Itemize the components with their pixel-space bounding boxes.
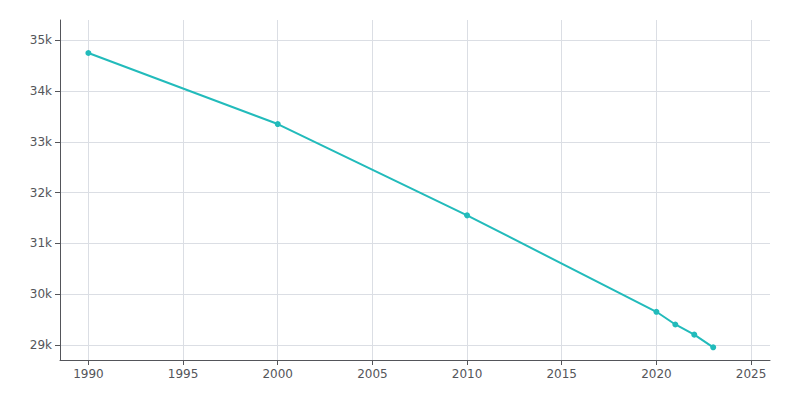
svg-text:2020: 2020: [641, 367, 672, 381]
svg-text:1990: 1990: [73, 367, 104, 381]
svg-text:2025: 2025: [736, 367, 767, 381]
svg-text:29k: 29k: [30, 338, 52, 352]
svg-text:30k: 30k: [30, 287, 52, 301]
svg-text:1995: 1995: [168, 367, 199, 381]
svg-text:32k: 32k: [30, 186, 52, 200]
svg-text:34k: 34k: [30, 84, 52, 98]
svg-text:2010: 2010: [452, 367, 483, 381]
svg-text:33k: 33k: [30, 135, 52, 149]
svg-text:2005: 2005: [357, 367, 388, 381]
svg-text:2015: 2015: [546, 367, 577, 381]
svg-text:2000: 2000: [262, 367, 293, 381]
svg-text:31k: 31k: [30, 236, 52, 250]
svg-text:35k: 35k: [30, 33, 52, 47]
